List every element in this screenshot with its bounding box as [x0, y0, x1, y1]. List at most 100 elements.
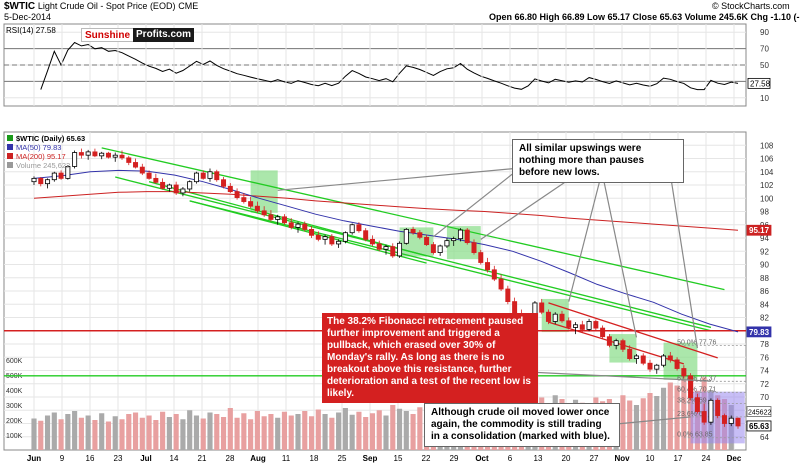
price-tick-label-5: 74 [760, 367, 769, 376]
volume-bar-50 [369, 413, 376, 450]
candle-body-47 [349, 224, 355, 234]
trend-channel-0 [101, 147, 725, 291]
x-tick-label-25: Dec [727, 454, 742, 463]
price-tick-label-20: 104 [760, 168, 774, 177]
volume-tick-label-5: 600K [6, 358, 23, 365]
price-tick-label-18: 100 [760, 194, 774, 203]
candle-body-64 [464, 229, 470, 244]
candle-body-29 [227, 185, 233, 193]
candle-body-80 [573, 324, 579, 328]
chart-symbol: $WTIC Light Crude Oil - Spot Price (EOD)… [4, 1, 198, 12]
volume-bar-30 [234, 417, 240, 450]
volume-bar-89 [633, 405, 640, 450]
volume-bar-34 [261, 416, 267, 450]
volume-bar-23 [187, 410, 193, 450]
candle-body-8 [85, 151, 91, 156]
volume-tick-label-2: 300K [6, 403, 23, 410]
price-tick-label-6: 76 [760, 353, 769, 362]
volume-bar-42 [315, 409, 321, 450]
candle-body-96 [681, 368, 687, 377]
volume-bar-21 [173, 414, 179, 450]
rsi-title: RSI(14) 27.58 [6, 26, 56, 35]
rsi-tick-label-3: 70 [760, 45, 769, 54]
candle-body-33 [254, 205, 260, 212]
candle-body-16 [139, 166, 145, 174]
price-flag-box-1 [746, 326, 772, 338]
candle-body-79 [566, 320, 572, 328]
candle-body-3 [51, 172, 57, 181]
candle-body-5 [65, 166, 71, 179]
candle-body-37 [281, 216, 287, 224]
candle-body-15 [133, 162, 139, 168]
annotation-consolidation: Although crude oil moved lower once agai… [424, 403, 620, 447]
volume-bar-96 [681, 372, 687, 450]
candle-body-34 [261, 210, 267, 216]
price-tick-label-22: 108 [760, 141, 774, 150]
x-tick-label-7: 28 [226, 454, 235, 463]
volume-bar-35 [268, 414, 274, 450]
volume-bar-31 [241, 413, 247, 450]
volume-bar-48 [356, 411, 362, 450]
price-tick-label-11: 86 [760, 287, 769, 296]
candle-body-10 [99, 152, 105, 157]
volume-bar-44 [329, 417, 335, 450]
volume-bar-41 [308, 416, 315, 450]
ma50-line [33, 169, 739, 333]
x-tick-label-5: 14 [170, 454, 179, 463]
volume-bar-94 [667, 382, 673, 450]
candle-body-22 [180, 188, 186, 194]
volume-bar-8 [85, 415, 91, 450]
candle-body-69 [498, 278, 504, 290]
x-tick-label-15: 29 [450, 454, 459, 463]
x-tick-label-1: 9 [60, 454, 65, 463]
candle-body-40 [302, 223, 308, 230]
x-tick-label-14: 22 [422, 454, 431, 463]
candle-body-60 [437, 245, 443, 253]
volume-tick-label-0: 100K [6, 433, 23, 440]
price-flag-box-0 [746, 224, 772, 236]
candle-body-18 [153, 177, 159, 183]
candle-body-14 [126, 157, 132, 163]
candle-body-58 [424, 236, 430, 246]
rsi-value-box [747, 77, 771, 89]
x-tick-label-19: 20 [562, 454, 571, 463]
candle-body-31 [241, 197, 247, 202]
x-tick-label-16: Oct [475, 454, 489, 463]
candle-body-91 [647, 362, 653, 370]
volume-bar-22 [180, 419, 186, 450]
volume-bar-14 [126, 414, 132, 450]
candle-body-89 [633, 355, 639, 359]
legend-swatch-1 [7, 144, 13, 150]
ma200-line [33, 191, 739, 231]
candle-body-24 [193, 172, 199, 183]
x-tick-label-2: 16 [86, 454, 95, 463]
candle-body-19 [160, 181, 166, 189]
price-tick-label-14: 92 [760, 247, 769, 256]
volume-bar-36 [275, 417, 281, 450]
candle-body-52 [383, 246, 389, 250]
candle-body-4 [58, 172, 64, 179]
fib-label-4: 23.6% 67 [677, 411, 707, 418]
candle-body-6 [72, 152, 78, 167]
volume-bar-15 [132, 412, 139, 450]
candle-body-85 [606, 336, 612, 346]
candle-body-55 [403, 228, 409, 244]
candle-body-38 [288, 222, 294, 228]
candle-body-27 [214, 171, 220, 181]
candle-body-23 [187, 181, 193, 190]
price-tick-label-13: 90 [760, 261, 769, 270]
x-tick-label-11: 25 [338, 454, 347, 463]
volume-bar-6 [72, 411, 78, 450]
candle-body-30 [234, 191, 240, 198]
callout-line-4 [601, 171, 638, 338]
x-tick-label-23: 17 [674, 454, 683, 463]
callout-line-consolidation [605, 416, 691, 426]
x-tick-label-20: 27 [590, 454, 599, 463]
x-tick-label-13: 15 [394, 454, 403, 463]
fib-label-1: 61.8% 72.37 [677, 375, 716, 382]
candle-body-9 [92, 151, 98, 157]
candle-body-100 [708, 399, 714, 423]
legend-swatch-2 [7, 153, 13, 159]
candle-body-81 [579, 324, 585, 330]
symbol: $WTIC [4, 1, 36, 12]
